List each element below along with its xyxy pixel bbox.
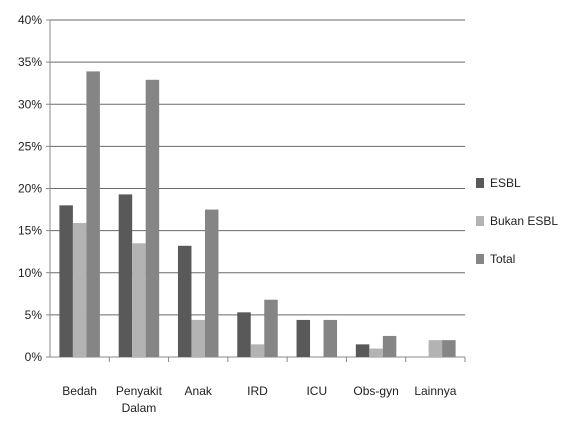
bar-total [86, 71, 100, 357]
y-axis-ticks: 0% 5% 10% 15% 20% 25% 30% 35% 40% [18, 13, 42, 364]
legend-swatch [476, 178, 484, 188]
y-tick-label: 40% [18, 13, 42, 27]
bar-bukan-esbl [369, 348, 383, 357]
y-tick-label: 30% [18, 97, 42, 111]
gridlines [46, 19, 466, 362]
y-tick-label: 25% [18, 139, 42, 153]
bar-total [204, 209, 219, 357]
bar-bukan-esbl [72, 223, 87, 357]
x-tick-label: Lainnya [414, 384, 456, 398]
bars [59, 71, 456, 357]
bar-total [145, 79, 160, 357]
bar-esbl [296, 319, 311, 357]
y-tick-label: 35% [18, 55, 42, 69]
x-tick-label: Obs-gyn [353, 384, 398, 398]
legend-swatch [476, 254, 484, 264]
x-tick-label: IRD [247, 384, 268, 398]
x-tick-label: ICU [306, 384, 327, 398]
y-tick-label: 0% [25, 350, 43, 364]
bar-total [264, 299, 278, 357]
bar-esbl [237, 312, 251, 357]
bar-total [382, 335, 397, 357]
legend-item: Total [476, 252, 515, 266]
bar-bukan-esbl [191, 319, 205, 357]
x-tick-label: Penyakit Dalam [116, 384, 163, 415]
x-axis-ticks: Bedah Penyakit Dalam Anak IRD ICU Obs-gyn Lainn… [62, 384, 456, 415]
legend: ESBL Bukan ESBL Total [476, 176, 558, 266]
x-tick-label: Bedah [62, 384, 97, 398]
bar-bukan-esbl [428, 340, 443, 357]
y-tick-label: 10% [18, 266, 42, 280]
bar-esbl [118, 194, 133, 357]
legend-label: ESBL [490, 176, 521, 190]
legend-swatch [476, 216, 484, 226]
bar-esbl [177, 245, 192, 357]
legend-item: Bukan ESBL [476, 214, 558, 228]
bar-bukan-esbl [132, 243, 146, 357]
bar-esbl [59, 205, 73, 357]
bar-esbl [355, 344, 370, 357]
y-tick-label: 15% [18, 224, 42, 238]
legend-label: Bukan ESBL [490, 214, 558, 228]
legend-item: ESBL [476, 176, 521, 190]
bar-bukan-esbl [250, 344, 265, 357]
bar-total [323, 319, 338, 357]
y-tick-label: 5% [25, 308, 43, 322]
y-tick-label: 20% [18, 182, 42, 196]
legend-label: Total [490, 252, 515, 266]
bar-total [442, 340, 456, 357]
x-tick-label: Anak [185, 384, 213, 398]
